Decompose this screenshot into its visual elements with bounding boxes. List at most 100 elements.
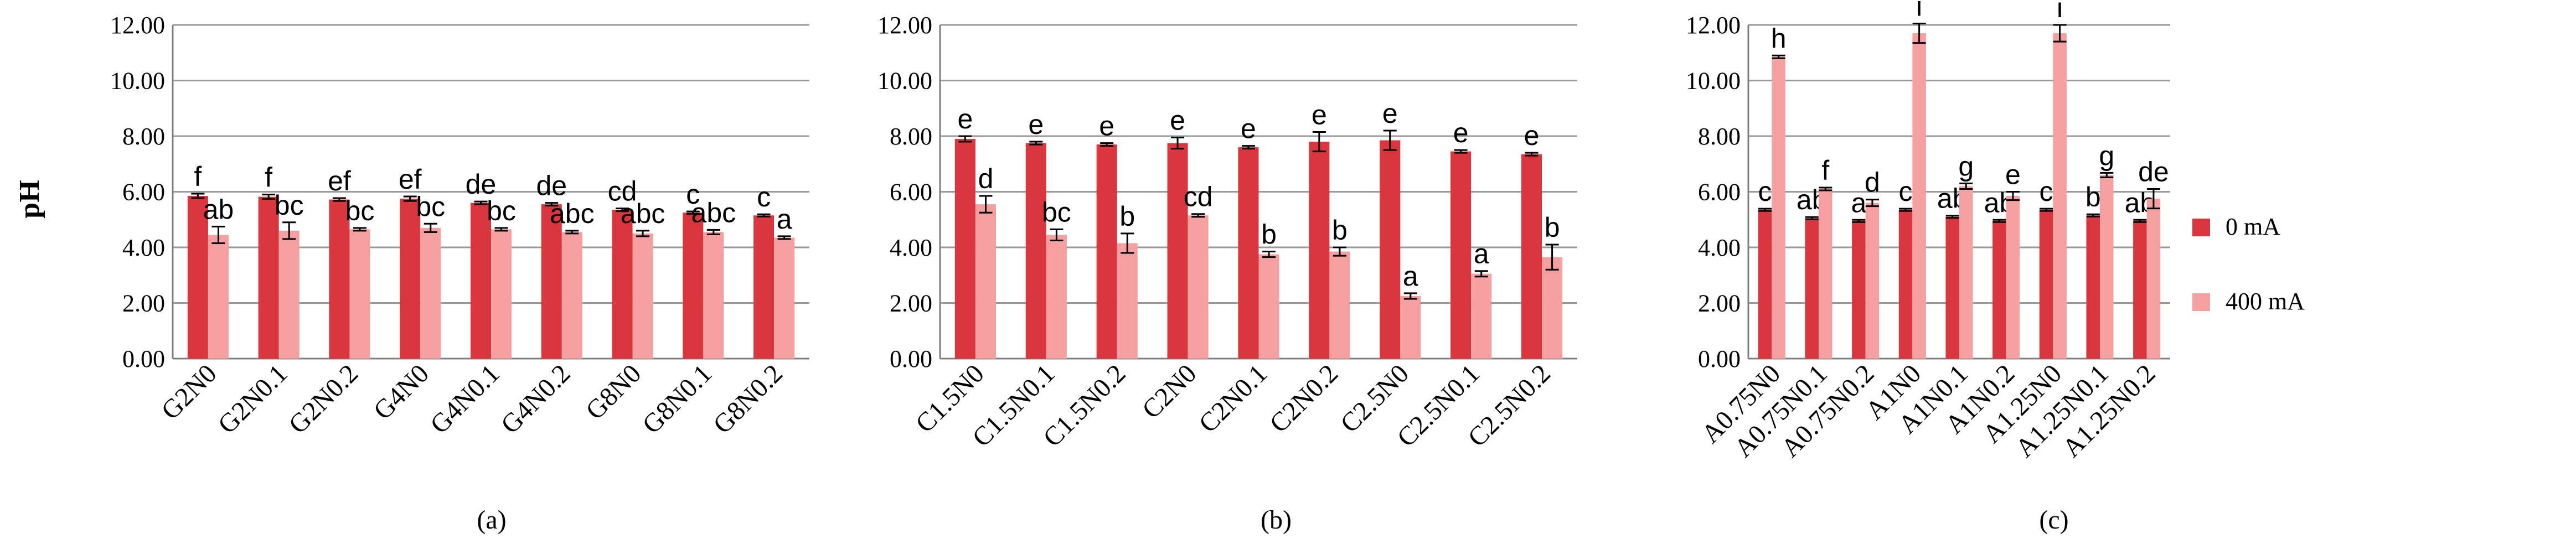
- y-tick-label: 4.00: [1698, 234, 1741, 261]
- bar-400ma: [1046, 235, 1067, 359]
- bar-400ma: [1188, 215, 1209, 359]
- significance-letter: e: [1099, 111, 1114, 142]
- bar-400ma: [1258, 254, 1279, 359]
- significance-letter: de: [2138, 156, 2169, 187]
- y-tick-label: 12.00: [877, 12, 932, 39]
- significance-letter: h: [1771, 23, 1787, 54]
- bar-0ma: [400, 199, 421, 359]
- legend-swatch-0ma: [2192, 219, 2210, 236]
- significance-letter: ef: [399, 164, 422, 195]
- bar-0ma: [187, 196, 208, 359]
- significance-letter: e: [1524, 120, 1540, 151]
- significance-letter: b: [2085, 182, 2101, 213]
- bar-0ma: [612, 210, 633, 359]
- significance-letter: i: [2057, 0, 2063, 23]
- legend-label-0ma: 0 mA: [2226, 213, 2280, 240]
- significance-letter: abc: [550, 198, 595, 229]
- y-tick-label: 6.00: [122, 179, 165, 206]
- bar-0ma: [329, 199, 350, 359]
- bar-400ma: [1819, 189, 1832, 359]
- significance-letter: b: [1545, 212, 1560, 243]
- bar-0ma: [1945, 216, 1959, 359]
- y-tick-label: 12.00: [110, 12, 165, 39]
- bar-400ma: [420, 227, 441, 359]
- significance-letter: b: [1119, 201, 1135, 232]
- significance-letter: f: [194, 161, 202, 192]
- bar-0ma: [683, 213, 704, 359]
- significance-letter: g: [2099, 140, 2114, 171]
- significance-letter: e: [2005, 159, 2021, 190]
- y-tick-label: 6.00: [890, 179, 932, 206]
- bar-0ma: [1450, 151, 1472, 359]
- significance-letter: e: [957, 103, 973, 134]
- y-tick-label: 10.00: [1686, 68, 1741, 95]
- bar-400ma: [208, 235, 229, 359]
- bar-0ma: [541, 204, 562, 359]
- y-tick-label: 2.00: [122, 290, 165, 317]
- significance-letter: d: [1865, 167, 1880, 198]
- bar-0ma: [1758, 210, 1772, 359]
- significance-letter: bc: [345, 195, 375, 226]
- significance-letter: c: [1899, 176, 1913, 207]
- significance-letter: b: [1332, 215, 1348, 246]
- panel-label: (c): [2039, 505, 2068, 535]
- significance-letter: e: [1028, 109, 1044, 140]
- significance-letter: f: [1821, 155, 1829, 186]
- significance-letter: a: [777, 204, 792, 235]
- significance-letter: g: [1958, 151, 1974, 182]
- bar-400ma: [703, 232, 724, 359]
- bar-400ma: [349, 229, 370, 359]
- y-tick-label: 2.00: [1698, 290, 1741, 317]
- y-tick-label: 4.00: [890, 234, 932, 261]
- bar-400ma: [1912, 33, 1926, 359]
- y-tick-label: 0.00: [122, 345, 165, 372]
- y-tick-label: 4.00: [122, 234, 165, 261]
- significance-letter: de: [536, 170, 567, 201]
- bar-0ma: [1805, 218, 1819, 359]
- y-tick-label: 10.00: [877, 68, 932, 95]
- panel-label: (b): [1261, 505, 1292, 535]
- y-tick-label: 10.00: [110, 68, 165, 95]
- y-tick-label: 0.00: [1698, 345, 1741, 372]
- significance-letter: e: [1453, 117, 1469, 148]
- bar-400ma: [2100, 175, 2114, 359]
- bar-400ma: [561, 232, 582, 359]
- significance-letter: cd: [608, 176, 637, 207]
- significance-letter: cd: [1184, 182, 1213, 213]
- y-tick-label: 6.00: [1698, 179, 1741, 206]
- bar-400ma: [2146, 199, 2161, 359]
- legend-swatch-400ma: [2192, 293, 2210, 311]
- bar-400ma: [774, 237, 795, 359]
- significance-letter: c: [1758, 176, 1772, 207]
- bar-0ma: [1309, 142, 1330, 359]
- significance-letter: c: [757, 182, 771, 213]
- significance-letter: e: [1170, 105, 1185, 136]
- significance-letter: ab: [203, 194, 234, 225]
- bar-400ma: [1542, 257, 1563, 359]
- significance-letter: abc: [691, 197, 736, 228]
- significance-letter: b: [1261, 219, 1277, 250]
- bar-400ma: [975, 204, 997, 359]
- significance-letter: d: [978, 163, 994, 194]
- significance-letter: bc: [1042, 196, 1071, 227]
- bar-0ma: [470, 203, 491, 359]
- legend: 0 mA 400 mA: [2192, 213, 2305, 315]
- significance-letter: e: [1312, 99, 1327, 130]
- significance-letter: ef: [328, 165, 351, 196]
- significance-letter: bc: [275, 190, 304, 221]
- bar-0ma: [1992, 221, 2006, 359]
- significance-letter: a: [1403, 261, 1418, 292]
- y-tick-label: 2.00: [890, 290, 932, 317]
- bar-400ma: [2006, 196, 2020, 359]
- bar-400ma: [278, 230, 300, 359]
- significance-letter: e: [1382, 98, 1398, 129]
- significance-letter: a: [1851, 187, 1866, 218]
- bar-0ma: [2039, 210, 2053, 359]
- bar-0ma: [1025, 143, 1046, 359]
- y-tick-label: 0.00: [890, 345, 932, 372]
- significance-letter: i: [1916, 0, 1922, 22]
- panel-label: (a): [477, 505, 506, 535]
- bar-400ma: [1400, 296, 1421, 359]
